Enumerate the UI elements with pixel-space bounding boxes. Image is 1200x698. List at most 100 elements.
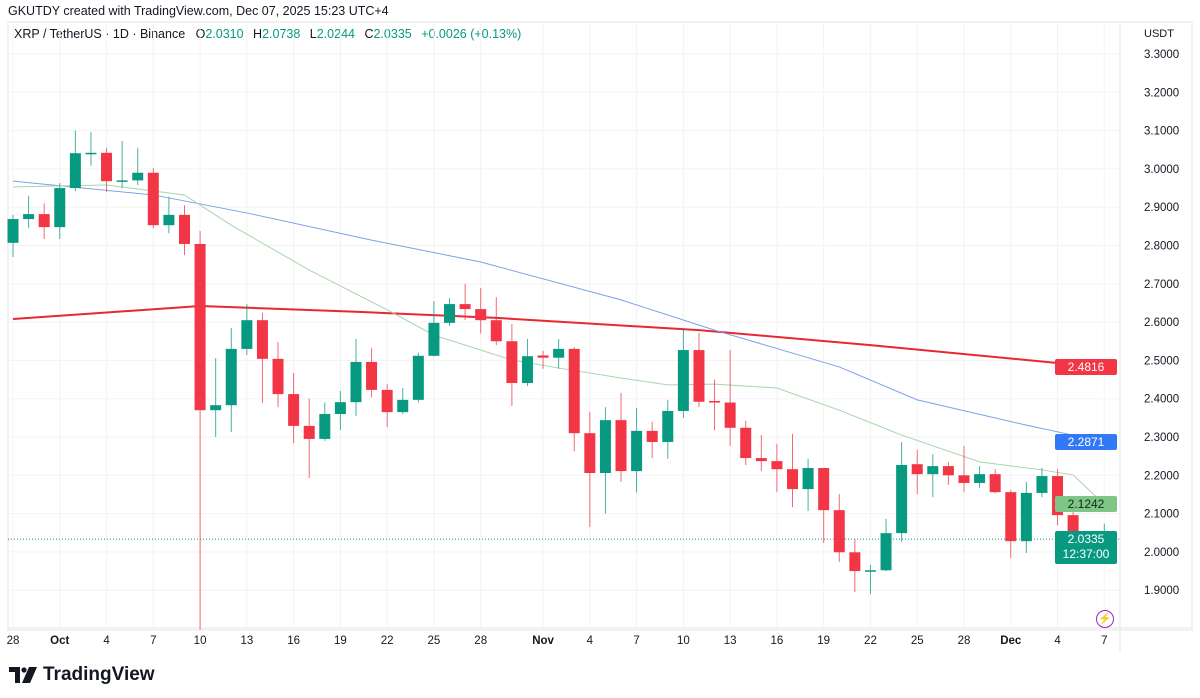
candle bbox=[631, 407, 643, 493]
candle-body bbox=[755, 458, 767, 462]
candle-body bbox=[942, 466, 954, 476]
candle bbox=[646, 421, 658, 459]
candle bbox=[412, 352, 424, 403]
candle bbox=[225, 327, 237, 433]
candle bbox=[490, 297, 502, 346]
candles bbox=[7, 130, 1110, 631]
candle bbox=[849, 538, 861, 593]
candle-body bbox=[444, 304, 456, 323]
change-value: +0.0026 (+0.13%) bbox=[421, 27, 522, 41]
candle bbox=[459, 283, 471, 321]
high-value: 2.0738 bbox=[262, 27, 301, 41]
ma-blue-price-tag: 2.2871 bbox=[1055, 433, 1117, 450]
candle bbox=[85, 132, 97, 166]
candle-body bbox=[256, 320, 268, 359]
candle-body bbox=[147, 172, 159, 226]
candle bbox=[1005, 489, 1017, 559]
candle-body bbox=[303, 425, 315, 439]
candle bbox=[677, 328, 689, 418]
candle-body bbox=[896, 464, 908, 534]
candle-body bbox=[537, 355, 549, 358]
candle bbox=[693, 332, 705, 408]
last-price-value: 2.0335 bbox=[1067, 532, 1105, 547]
y-tick-label: 2.7000 bbox=[1144, 279, 1179, 291]
candle bbox=[1020, 481, 1032, 554]
candle bbox=[163, 196, 175, 234]
symbol-label[interactable]: XRP / TetherUS · 1D · Binance bbox=[14, 27, 186, 41]
moving-average-line bbox=[12, 184, 1105, 505]
y-tick-label: 3.2000 bbox=[1144, 87, 1179, 99]
candle-body bbox=[194, 243, 206, 411]
candle bbox=[210, 358, 222, 437]
bar-countdown: 12:37:00 bbox=[1062, 547, 1110, 562]
candle bbox=[709, 379, 721, 431]
candle bbox=[428, 301, 440, 357]
candle-body bbox=[833, 510, 845, 553]
candle bbox=[989, 469, 1001, 494]
moving-average-line bbox=[12, 180, 1105, 443]
candle-body bbox=[334, 402, 346, 415]
candle bbox=[584, 412, 596, 528]
candle-body bbox=[1020, 492, 1032, 542]
candle-body bbox=[1005, 492, 1017, 542]
candle-body bbox=[272, 358, 284, 395]
x-tick-label: 7 bbox=[150, 635, 156, 647]
candle-body bbox=[646, 430, 658, 442]
candle-body bbox=[241, 320, 253, 349]
x-tick-label: 7 bbox=[1101, 635, 1107, 647]
y-tick-label: 2.2000 bbox=[1144, 470, 1179, 482]
y-tick-label: 3.3000 bbox=[1144, 49, 1179, 61]
candle-body bbox=[163, 214, 175, 226]
candle-body bbox=[709, 400, 721, 403]
low-value: 2.0244 bbox=[316, 27, 355, 41]
y-tick-label: 3.0000 bbox=[1144, 164, 1179, 176]
candle-body bbox=[787, 469, 798, 490]
candle bbox=[23, 195, 35, 229]
candle-body bbox=[958, 475, 970, 483]
candle-body bbox=[599, 420, 611, 474]
candle bbox=[147, 168, 159, 229]
candle bbox=[132, 147, 144, 185]
candle-body bbox=[740, 427, 752, 459]
candle bbox=[256, 312, 268, 403]
candle-body bbox=[428, 322, 440, 356]
candle-body bbox=[584, 433, 596, 474]
lightning-icon[interactable]: ⚡ bbox=[1096, 610, 1114, 628]
candle bbox=[366, 348, 378, 398]
candle-body bbox=[677, 350, 689, 411]
candle-body bbox=[802, 468, 814, 490]
x-tick-label: 13 bbox=[240, 635, 253, 647]
candle bbox=[521, 338, 533, 387]
y-tick-label: 2.8000 bbox=[1144, 241, 1179, 253]
open-value: 2.0310 bbox=[205, 27, 244, 41]
ohlc-legend: XRP / TetherUS · 1D · Binance O2.0310 H2… bbox=[14, 27, 527, 41]
candle bbox=[288, 373, 300, 444]
x-tick-label: 4 bbox=[1054, 635, 1061, 647]
grid bbox=[7, 21, 1193, 652]
price-axis-unit: USDT bbox=[1144, 28, 1174, 40]
high-label: H bbox=[253, 27, 263, 41]
candle bbox=[553, 338, 565, 369]
candle bbox=[38, 203, 50, 239]
candle bbox=[974, 466, 986, 488]
candle-body bbox=[350, 361, 362, 403]
x-tick-label: 16 bbox=[771, 635, 784, 647]
low-label: L bbox=[309, 27, 317, 41]
candle bbox=[911, 450, 923, 495]
candle-body bbox=[116, 180, 128, 182]
candle-body bbox=[568, 348, 580, 434]
candle bbox=[381, 384, 393, 428]
candle-body bbox=[69, 153, 81, 189]
candle bbox=[958, 445, 970, 493]
chart-frame bbox=[7, 21, 1193, 631]
x-tick-label: 25 bbox=[428, 635, 441, 647]
candle-body bbox=[864, 570, 876, 572]
candle bbox=[787, 433, 798, 508]
candle-body bbox=[927, 466, 939, 475]
y-tick-label: 2.4000 bbox=[1144, 394, 1179, 406]
candle-body bbox=[23, 214, 35, 220]
candle bbox=[350, 338, 362, 416]
candle bbox=[724, 350, 736, 446]
candle-body bbox=[693, 350, 705, 402]
